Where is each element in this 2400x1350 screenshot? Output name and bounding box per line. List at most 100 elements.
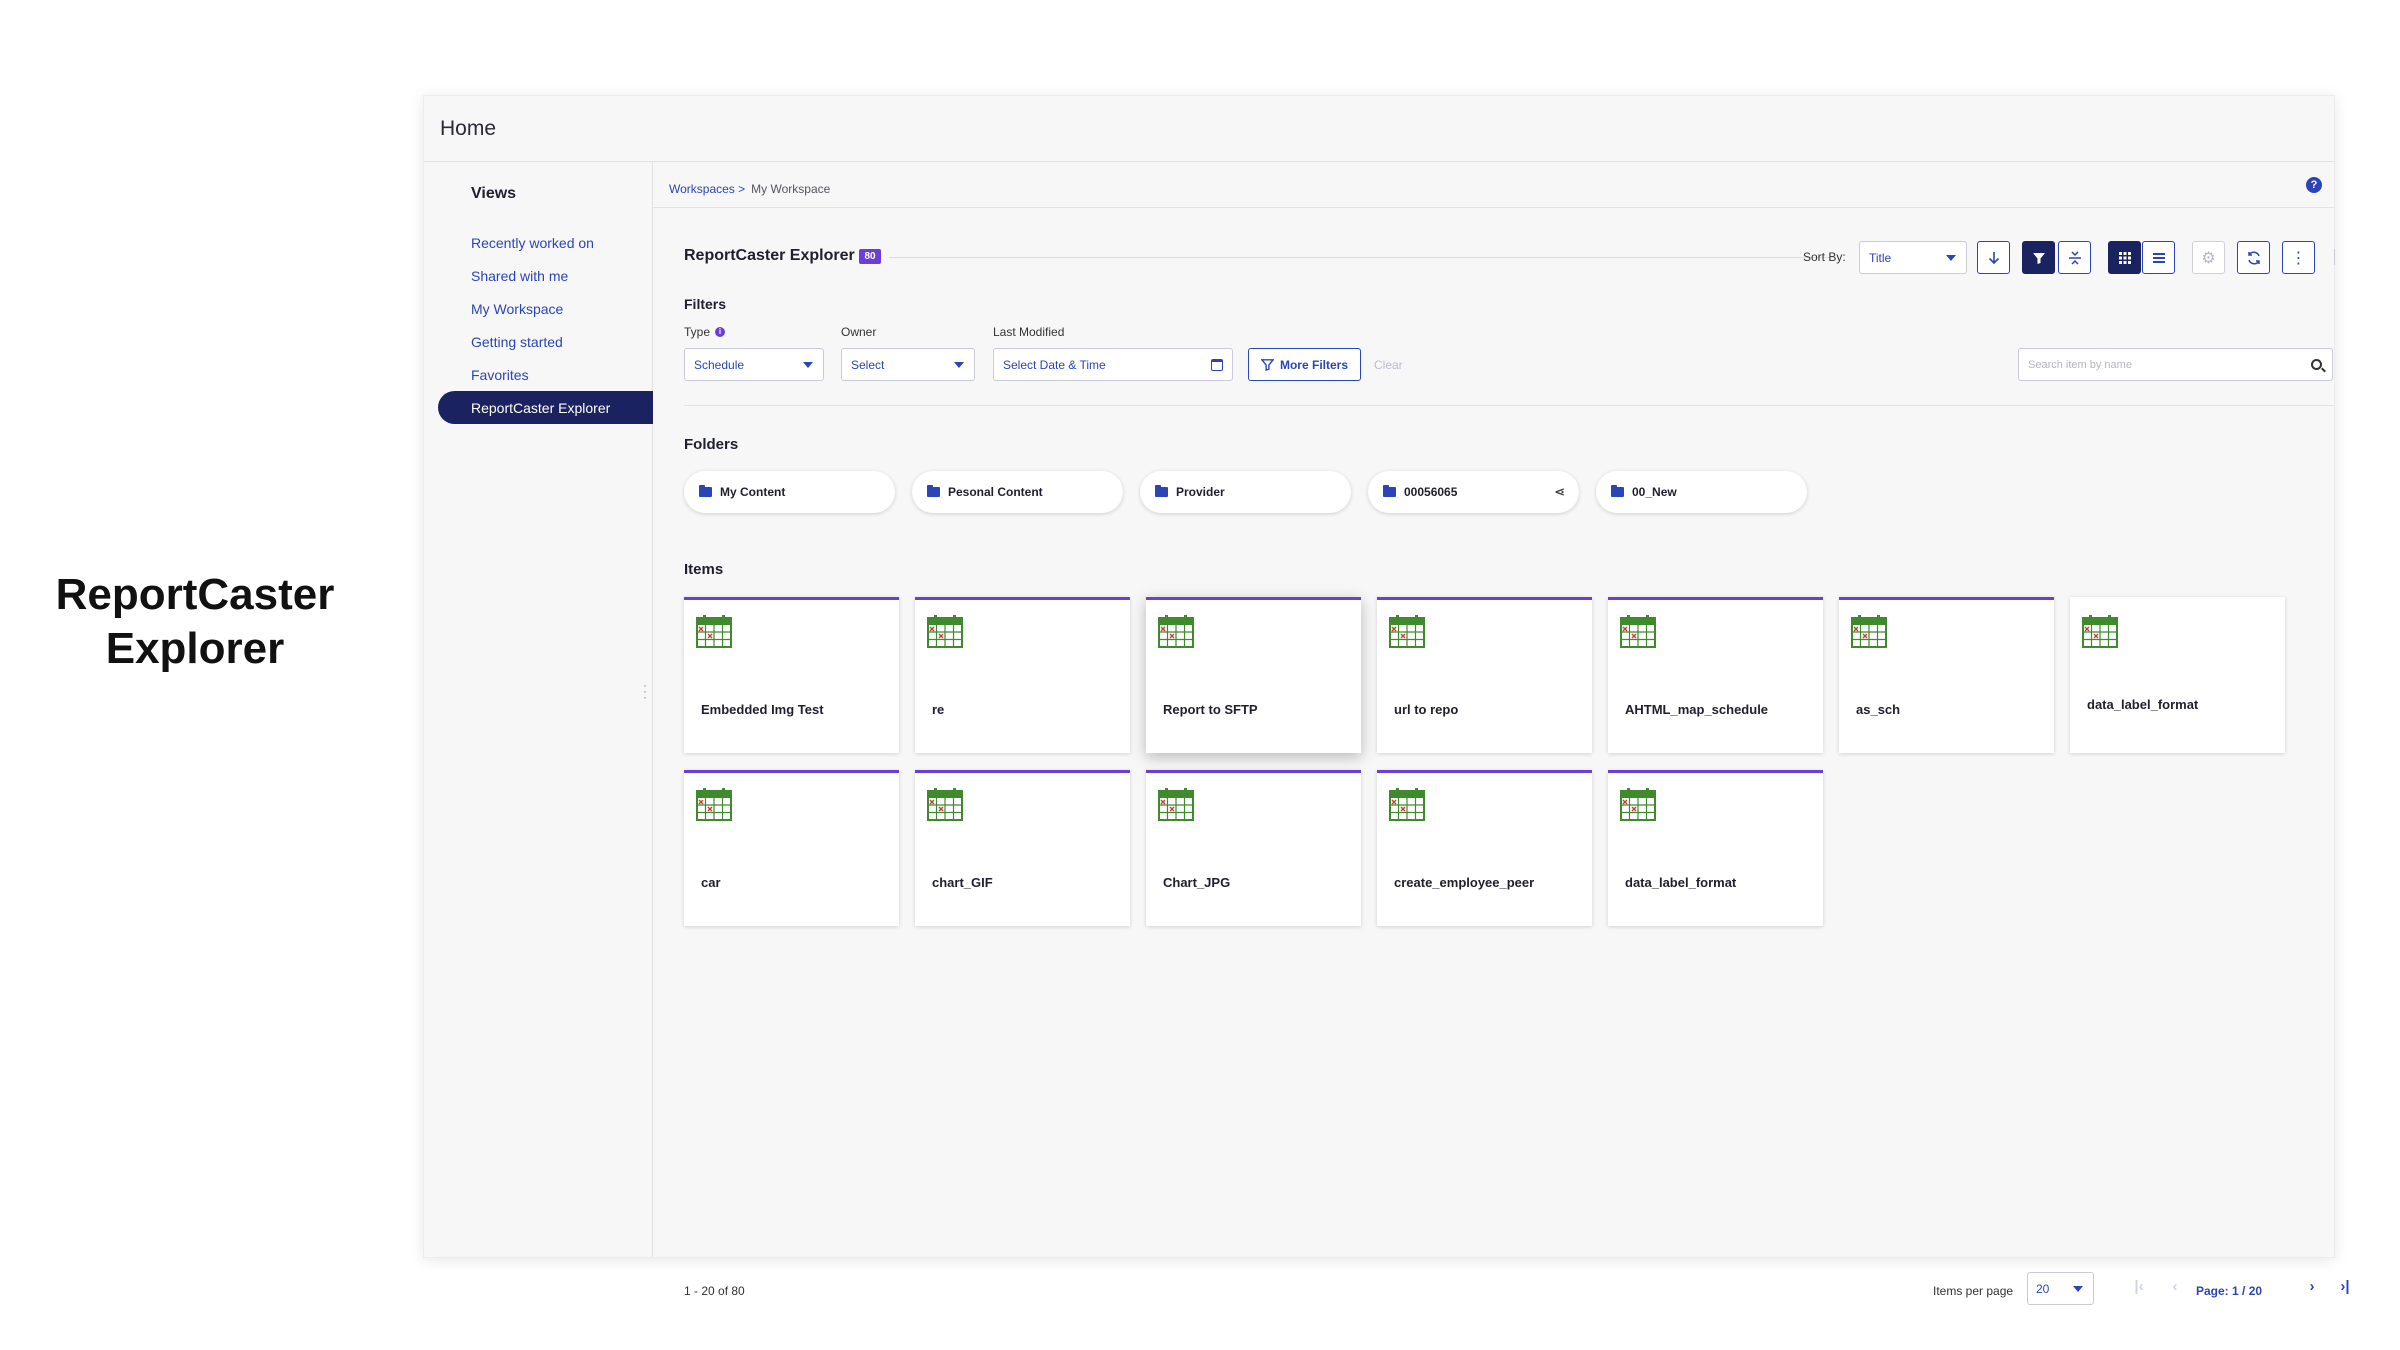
collapse-button[interactable] (2058, 241, 2091, 274)
sidebar: Views Recently worked on Shared with me … (424, 162, 653, 1257)
last-modified-value: Select Date & Time (1003, 357, 1106, 372)
grid-view-button[interactable] (2108, 241, 2141, 274)
folder-name: Provider (1176, 485, 1225, 499)
item-card[interactable]: as_sch (1839, 597, 2054, 753)
folder-chip[interactable]: Pesonal Content (912, 471, 1123, 513)
more-filters-label: More Filters (1279, 357, 1348, 372)
sidebar-item-shared-with-me[interactable]: Shared with me (471, 267, 569, 284)
items-per-page-label: Items per page (1933, 1284, 2014, 1298)
list-view-button[interactable] (2142, 241, 2175, 274)
type-filter-value: Schedule (694, 357, 745, 372)
sort-by-select[interactable]: Title (1859, 241, 1967, 274)
item-name: re (932, 702, 945, 717)
schedule-calendar-icon (1620, 614, 1656, 648)
item-card[interactable]: url to repo (1377, 597, 1592, 753)
item-card[interactable]: data_label_format (1608, 770, 1823, 926)
folder-chip[interactable]: 00_New (1596, 471, 1807, 513)
gear-icon: ⚙ (2201, 249, 2216, 267)
type-filter-select[interactable]: Schedule (684, 348, 824, 381)
next-page-button[interactable]: › (2309, 1278, 2315, 1295)
sidebar-item-recently-worked-on[interactable]: Recently worked on (471, 234, 594, 251)
breadcrumb-current: My Workspace (751, 182, 831, 196)
last-modified-picker[interactable]: Select Date & Time (993, 348, 1233, 381)
share-icon[interactable]: ⋖ (1554, 484, 1565, 499)
toolbar-edge (2332, 249, 2335, 265)
type-filter-label: Type i (684, 325, 726, 339)
item-name: Chart_JPG (1163, 875, 1231, 890)
breadcrumb: Workspaces > My Workspace (669, 182, 830, 196)
previous-page-button[interactable]: ‹ (2172, 1278, 2178, 1295)
sort-by-value: Title (1869, 250, 1892, 265)
search-icon[interactable] (2311, 359, 2322, 370)
owner-filter-value: Select (851, 357, 885, 372)
item-card[interactable]: chart_GIF (915, 770, 1130, 926)
filter-button[interactable] (2022, 241, 2055, 274)
page-caption: ReportCaster Explorer (30, 568, 360, 676)
search-input[interactable] (2028, 358, 2298, 371)
breadcrumb-workspaces[interactable]: Workspaces > (669, 182, 746, 196)
first-page-button[interactable]: |‹ (2134, 1278, 2144, 1295)
folder-chip[interactable]: My Content (684, 471, 895, 513)
schedule-calendar-icon (696, 614, 732, 648)
caption-line-1: ReportCaster (55, 570, 335, 619)
item-card[interactable]: Chart_JPG (1146, 770, 1361, 926)
item-name: as_sch (1856, 702, 1901, 717)
refresh-button[interactable] (2237, 241, 2270, 274)
item-card[interactable]: re (915, 597, 1130, 753)
more-vertical-icon: ⋮ (2290, 249, 2307, 267)
item-name: data_label_format (2087, 697, 2199, 712)
item-name: Report to SFTP (1163, 702, 1258, 717)
sidebar-item-my-workspace[interactable]: My Workspace (471, 300, 564, 317)
settings-button[interactable]: ⚙ (2192, 241, 2225, 274)
title-divider (889, 257, 1833, 258)
app-window: Home Views Recently worked on Shared wit… (423, 95, 2350, 1305)
chevron-down-icon (954, 362, 964, 368)
last-modified-label: Last Modified (993, 325, 1064, 339)
type-label: Type (684, 325, 711, 339)
filter-icon (2032, 252, 2045, 264)
info-icon[interactable]: i (715, 327, 726, 337)
item-card[interactable]: Embedded Img Test (684, 597, 899, 753)
folder-chip[interactable]: Provider (1140, 471, 1351, 513)
last-page-button[interactable]: ›| (2340, 1278, 2350, 1295)
items-per-page-value: 20 (2036, 1281, 2050, 1296)
item-card[interactable]: AHTML_map_schedule (1608, 597, 1823, 753)
folder-icon (1383, 485, 1396, 497)
item-name: car (701, 875, 721, 890)
owner-filter-select[interactable]: Select (841, 348, 975, 381)
folder-chip[interactable]: 00056065 ⋖ (1368, 471, 1579, 513)
schedule-calendar-icon (696, 787, 732, 821)
items-title: Items (684, 561, 724, 578)
schedule-calendar-icon (2082, 614, 2118, 648)
schedule-calendar-icon (1389, 614, 1425, 648)
calendar-icon (1211, 359, 1223, 371)
sidebar-item-reportcaster-explorer[interactable]: ReportCaster Explorer (438, 391, 653, 424)
sort-direction-button[interactable] (1977, 241, 2010, 274)
schedule-calendar-icon (1158, 787, 1194, 821)
item-card[interactable]: car (684, 770, 899, 926)
last-modified-text: Last Modified (993, 325, 1065, 339)
help-icon[interactable]: ? (2306, 177, 2322, 193)
schedule-calendar-icon (1158, 614, 1194, 648)
home-title[interactable]: Home (440, 116, 497, 140)
item-card[interactable]: create_employee_peer (1377, 770, 1592, 926)
page-title: ReportCaster Explorer (684, 247, 855, 264)
chevron-down-icon (803, 362, 813, 368)
item-name: Embedded Img Test (701, 702, 824, 717)
search-field[interactable] (2018, 348, 2333, 381)
item-card[interactable]: data_label_format (2070, 597, 2285, 753)
resize-handle[interactable]: · · · (643, 678, 647, 704)
clear-filters-link[interactable]: Clear (1374, 358, 1403, 372)
pagination-range: 1 - 20 of 80 (684, 1284, 745, 1298)
folder-name: My Content (720, 485, 786, 499)
item-name: url to repo (1394, 702, 1459, 717)
sidebar-item-favorites[interactable]: Favorites (471, 366, 529, 383)
folder-name: Pesonal Content (948, 485, 1043, 499)
folder-name: 00_New (1632, 485, 1677, 499)
folder-icon (1611, 485, 1624, 497)
sidebar-item-getting-started[interactable]: Getting started (471, 333, 563, 350)
item-card[interactable]: Report to SFTP (1146, 597, 1361, 753)
items-per-page-select[interactable]: 20 (2027, 1272, 2094, 1305)
more-options-button[interactable]: ⋮ (2282, 241, 2315, 274)
more-filters-button[interactable]: More Filters (1248, 348, 1361, 381)
